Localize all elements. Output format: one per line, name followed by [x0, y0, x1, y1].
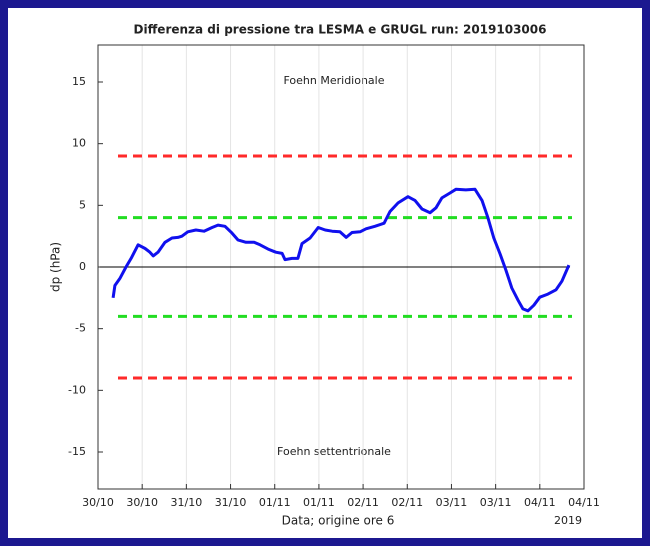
- y-tick-label: -5: [75, 322, 86, 335]
- x-tick-label: 31/10: [215, 496, 247, 509]
- x-tick-label: 30/10: [126, 496, 158, 509]
- y-axis-label: dp (hPa): [49, 242, 63, 292]
- annotation: Foehn settentrionale: [277, 445, 391, 458]
- y-tick-label: -10: [68, 383, 86, 396]
- annotation: Foehn Meridionale: [283, 74, 384, 87]
- plot-frame: [97, 44, 585, 490]
- data-line: [111, 187, 571, 313]
- x-tick-label: 02/11: [391, 496, 423, 509]
- y-tick-label: 0: [79, 260, 86, 273]
- x-tick-label: 04/11: [568, 496, 600, 509]
- x-tick-label: 03/11: [480, 496, 512, 509]
- x-axis-note: 2019: [554, 514, 582, 527]
- y-tick-label: 10: [72, 137, 86, 150]
- x-axis-label: Data; origine ore 6: [282, 514, 395, 528]
- frame: [8, 8, 642, 538]
- x-tick-label: 04/11: [524, 496, 556, 509]
- x-tick-label: 01/11: [303, 496, 335, 509]
- y-tick-label: -15: [68, 445, 86, 458]
- x-tick-label: 03/11: [436, 496, 468, 509]
- y-tick-label: 15: [72, 75, 86, 88]
- x-tick-label: 02/11: [347, 496, 379, 509]
- y-tick-label: 5: [79, 198, 86, 211]
- x-tick-label: 01/11: [259, 496, 291, 509]
- x-tick-label: 31/10: [171, 496, 203, 509]
- chart-title: Differenza di pressione tra LESMA e GRUG…: [134, 23, 547, 37]
- x-tick-label: 30/10: [82, 496, 114, 509]
